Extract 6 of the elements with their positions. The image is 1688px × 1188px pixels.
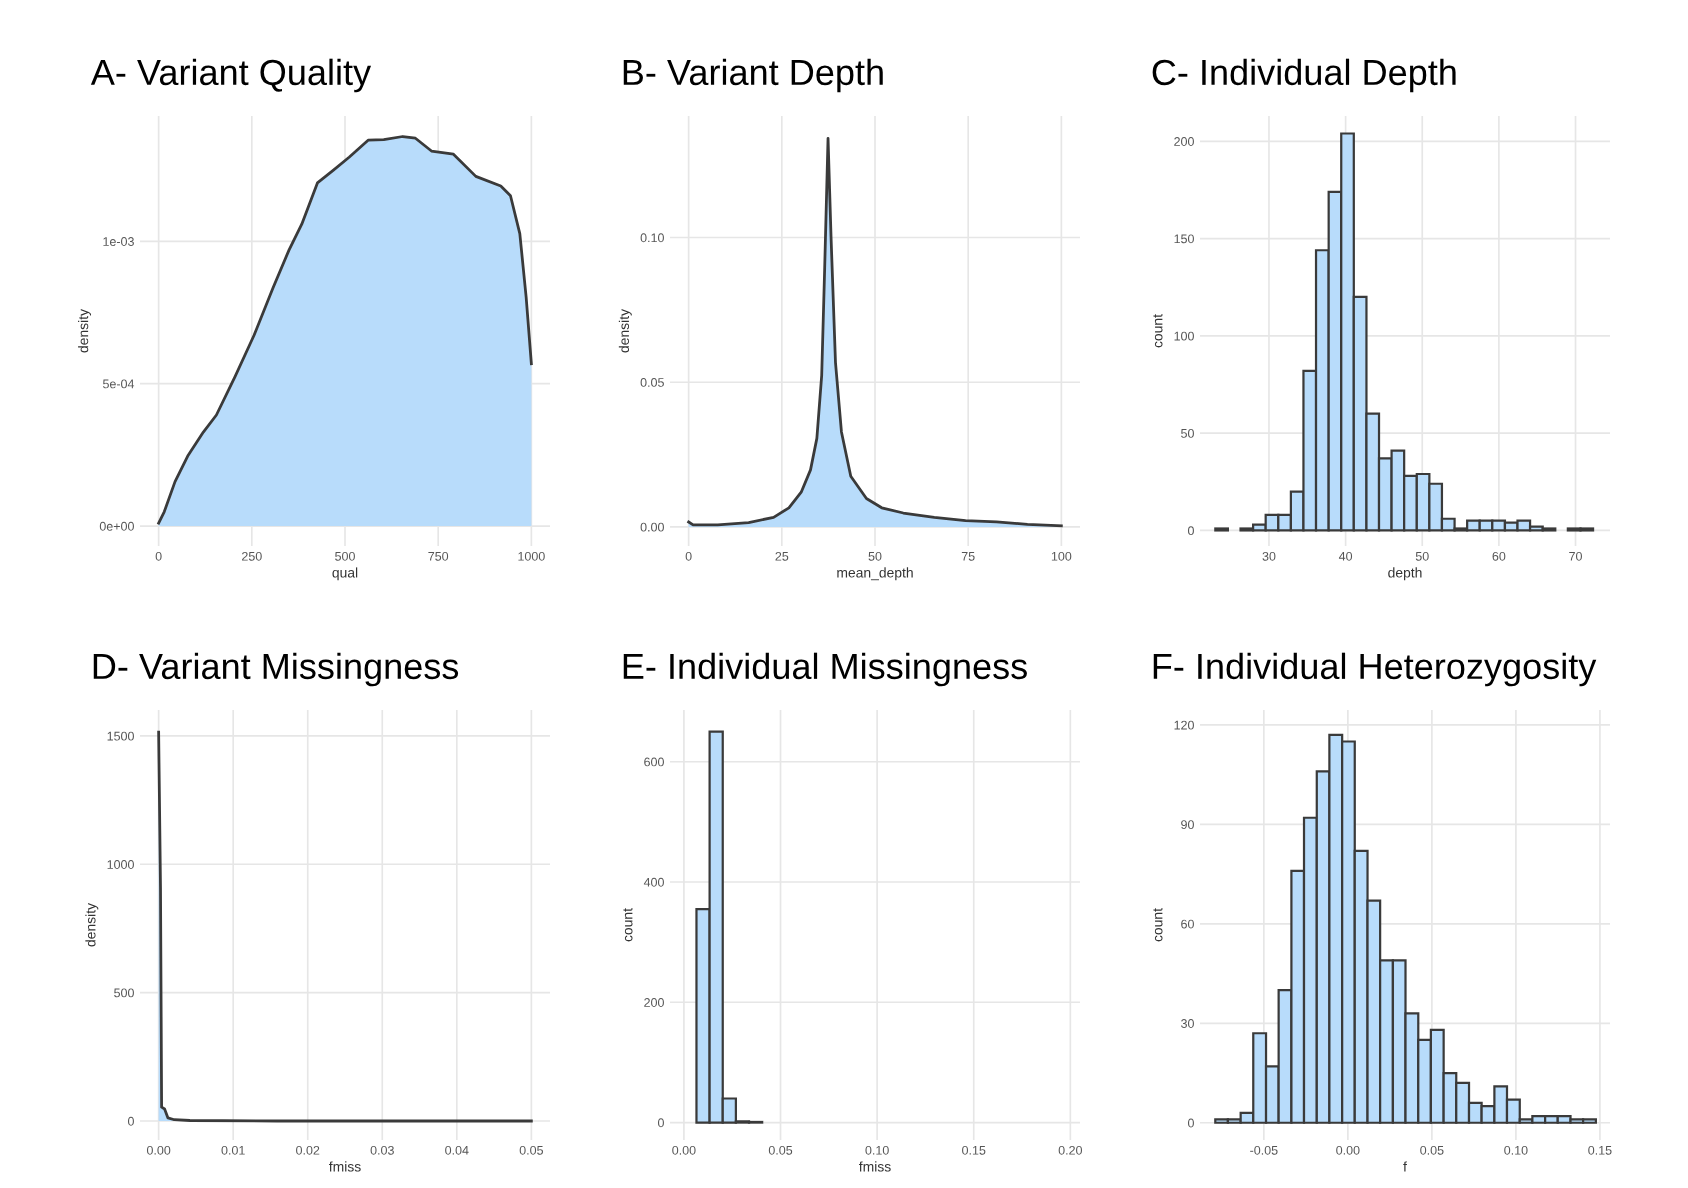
- chart-title: F- Individual Heterozygosity: [1153, 652, 1597, 687]
- chart-title: C- Individual Depth: [1152, 58, 1456, 93]
- chart-title: B- Variant Depth: [623, 58, 883, 93]
- chart-title: D- Variant Missingness: [93, 652, 459, 687]
- chart-title: A- Variant Quality: [90, 58, 372, 93]
- chart-title: E- Individual Missingness: [623, 652, 1027, 687]
